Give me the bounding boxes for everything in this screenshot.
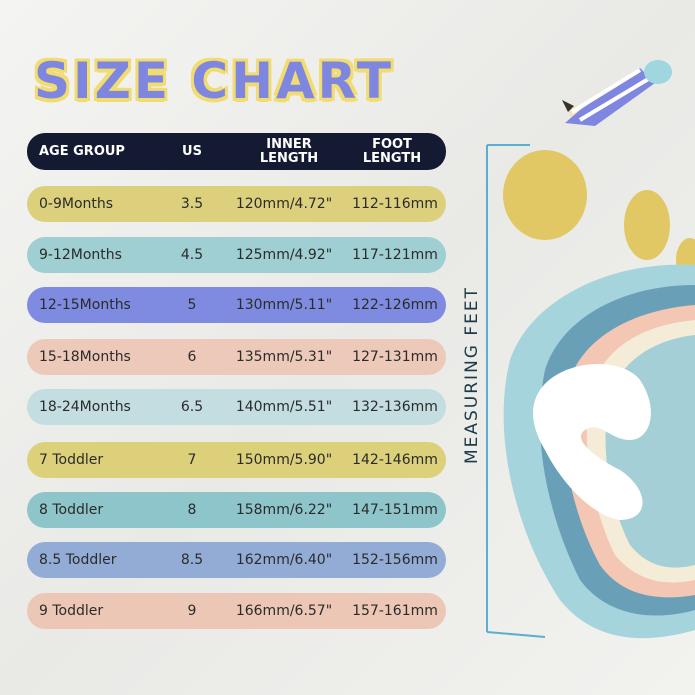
foot-length-cell: 142-146mm [352,452,438,468]
age-group-cell: 18-24Months [39,399,131,415]
inner-length-cell: 135mm/5.31" [235,349,333,365]
foot-length-cell: 117-121mm [352,247,438,263]
table-row: 18-24Months 6.5 140mm/5.51" 132-136mm [27,389,446,425]
foot-length-cell: 122-126mm [352,297,438,313]
table-row: 7 Toddler 7 150mm/5.90" 142-146mm [27,442,446,478]
age-group-cell: 8 Toddler [39,502,104,518]
header-foot-length: FOOT LENGTH [362,136,422,166]
table-row: 12-15Months 5 130mm/5.11" 122-126mm [27,287,446,323]
us-size-cell: 6 [187,349,197,365]
us-size-cell: 3.5 [180,196,204,212]
inner-length-cell: 120mm/4.72" [235,196,333,212]
inner-length-cell: 150mm/5.90" [235,452,333,468]
us-size-cell: 9 [187,603,197,619]
foot-length-cell: 152-156mm [352,552,438,568]
us-size-cell: 6.5 [180,399,204,415]
header-age-group: AGE GROUP [39,143,125,159]
foot-length-cell: 132-136mm [352,399,438,415]
table-row: 9-12Months 4.5 125mm/4.92" 117-121mm [27,237,446,273]
ruler-line [486,144,546,638]
foot-length-cell: 147-151mm [352,502,438,518]
inner-length-cell: 125mm/4.92" [235,247,333,263]
header-inner-length: INNER LENGTH [259,136,319,166]
measuring-feet-label: MEASURING FEET [462,285,482,465]
age-group-cell: 9 Toddler [39,603,104,619]
age-group-cell: 12-15Months [39,297,131,313]
table-header: AGE GROUP US INNER LENGTH FOOT LENGTH [27,133,446,170]
us-size-cell: 8.5 [180,552,204,568]
us-size-cell: 7 [187,452,197,468]
age-group-cell: 7 Toddler [39,452,104,468]
inner-length-cell: 166mm/6.57" [235,603,333,619]
foot-length-cell: 157-161mm [352,603,438,619]
us-size-cell: 4.5 [180,247,204,263]
inner-length-cell: 140mm/5.51" [235,399,333,415]
us-size-cell: 8 [187,502,197,518]
foot-length-cell: 112-116mm [352,196,438,212]
age-group-cell: 15-18Months [39,349,131,365]
age-group-cell: 9-12Months [39,247,122,263]
table-row: 0-9Months 3.5 120mm/4.72" 112-116mm [27,186,446,222]
age-group-cell: 0-9Months [39,196,114,212]
inner-length-cell: 158mm/6.22" [235,502,333,518]
inner-length-cell: 130mm/5.11" [235,297,333,313]
table-row: 8.5 Toddler 8.5 162mm/6.40" 152-156mm [27,542,446,578]
foot-length-cell: 127-131mm [352,349,438,365]
age-group-cell: 8.5 Toddler [39,552,117,568]
us-size-cell: 5 [187,297,197,313]
size-chart-title: SIZE CHART [34,52,395,110]
table-row: 9 Toddler 9 166mm/6.57" 157-161mm [27,593,446,629]
table-row: 8 Toddler 8 158mm/6.22" 147-151mm [27,492,446,528]
pencil-icon [562,60,672,126]
table-row: 15-18Months 6 135mm/5.31" 127-131mm [27,339,446,375]
inner-length-cell: 162mm/6.40" [235,552,333,568]
header-us: US [182,143,202,159]
